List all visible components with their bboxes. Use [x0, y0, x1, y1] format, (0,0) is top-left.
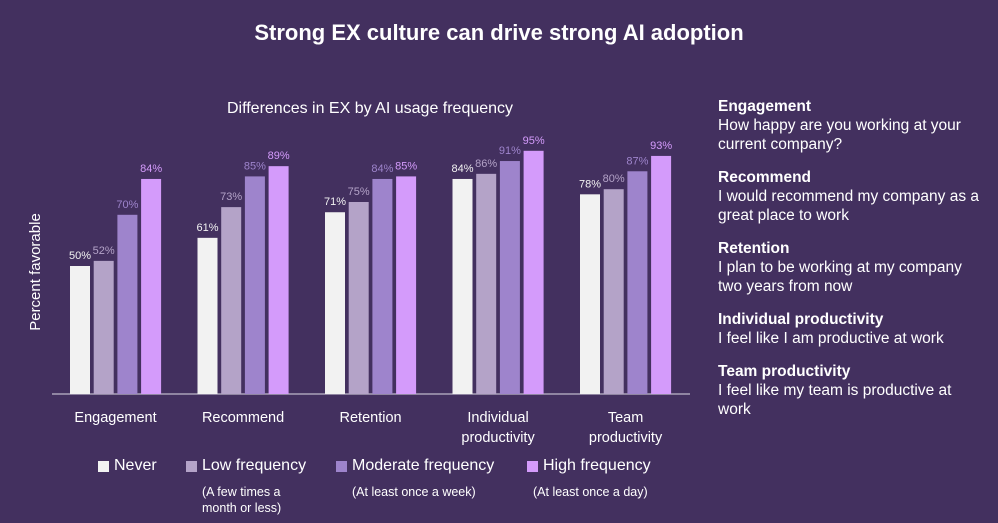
- bar-low-frequency: [476, 173, 497, 394]
- data-label: 84%: [140, 163, 162, 175]
- definition-text: How happy are you working at your curren…: [718, 117, 961, 153]
- legend-label: High frequency: [543, 457, 651, 474]
- bar-moderate-frequency: [499, 161, 520, 394]
- definition-term: Individual productivity: [718, 311, 884, 328]
- definition-item: Engagement How happy are you working at y…: [718, 97, 988, 154]
- bar-high-frequency: [141, 178, 162, 394]
- data-label: 75%: [348, 186, 370, 198]
- bar-high-frequency: [523, 150, 544, 394]
- category-label: Recommend: [202, 410, 284, 426]
- bar-never: [452, 178, 473, 394]
- legend-swatch: [186, 460, 197, 472]
- legend-note: (A few times a month or less): [202, 485, 282, 515]
- bar-low-frequency: [348, 202, 369, 394]
- bar-moderate-frequency: [627, 171, 648, 394]
- definition-text: I feel like my team is productive at wor…: [718, 382, 952, 418]
- bar-moderate-frequency: [244, 176, 265, 394]
- legend-item: Low frequency: [186, 457, 306, 475]
- definition-item: Retention I plan to be working at my comp…: [718, 239, 988, 296]
- legend-swatch: [336, 460, 347, 472]
- data-label: 78%: [579, 178, 601, 190]
- definition-item: Individual productivity I feel like I am …: [718, 310, 988, 348]
- data-label: 70%: [116, 199, 138, 211]
- legend-item: Never: [98, 457, 157, 475]
- data-label: 91%: [499, 145, 521, 157]
- definition-term: Team productivity: [718, 363, 851, 380]
- data-label: 85%: [395, 160, 417, 172]
- category-label: productivity: [589, 430, 663, 446]
- definition-term: Engagement: [718, 98, 812, 115]
- category-label: Individual: [467, 410, 528, 426]
- bar-high-frequency: [268, 166, 289, 394]
- data-label: 84%: [371, 163, 393, 175]
- definition-text: I plan to be working at my company two y…: [718, 259, 962, 295]
- bar-low-frequency: [93, 260, 114, 394]
- data-label: 84%: [451, 163, 473, 175]
- bar-chart: Percent favorable 50% 52% 70% 84% Engagement 6…: [27, 135, 690, 446]
- legend-note: (At least once a week): [352, 485, 476, 499]
- definition-item: Team productivity I feel like my team is …: [718, 362, 988, 419]
- bar-never: [197, 237, 218, 394]
- data-label: 85%: [244, 160, 266, 172]
- y-axis-label: Percent favorable: [27, 213, 44, 331]
- data-label: 86%: [475, 158, 497, 170]
- definition-term: Retention: [718, 240, 790, 257]
- category-label: Team: [608, 410, 643, 426]
- legend: Never Low frequency (A few times a month o…: [0, 457, 700, 523]
- bar-low-frequency: [221, 207, 242, 394]
- legend-item: Moderate frequency: [336, 457, 494, 475]
- legend-label: Low frequency: [202, 457, 307, 474]
- data-label: 52%: [93, 245, 115, 257]
- data-label: 50%: [69, 250, 91, 262]
- data-label: 71%: [324, 196, 346, 208]
- legend-note: (At least once a day): [533, 485, 648, 499]
- bar-low-frequency: [603, 189, 624, 394]
- category-label: Retention: [340, 410, 402, 426]
- definition-text: I feel like I am productive at work: [718, 330, 944, 347]
- data-label: 95%: [523, 135, 545, 147]
- legend-swatch: [527, 460, 538, 472]
- definition-term: Recommend: [718, 169, 812, 186]
- chart-title: Differences in EX by AI usage frequency: [226, 100, 514, 117]
- definition-item: Recommend I would recommend my company as…: [718, 168, 988, 225]
- legend-label: Moderate frequency: [352, 457, 495, 474]
- bar-never: [70, 266, 90, 394]
- data-label: 61%: [196, 222, 218, 234]
- data-label: 89%: [268, 150, 290, 162]
- data-label: 80%: [603, 173, 625, 185]
- bar-never: [580, 194, 600, 394]
- legend-item: High frequency: [527, 457, 651, 475]
- data-label: 93%: [650, 140, 672, 152]
- data-label: 73%: [220, 191, 242, 203]
- legend-swatch: [98, 460, 109, 472]
- bar-moderate-frequency: [372, 178, 393, 394]
- data-label: 87%: [626, 155, 648, 167]
- bar-never: [325, 212, 345, 394]
- definition-text: I would recommend my company as a great …: [718, 188, 980, 224]
- definitions-panel: Engagement How happy are you working at y…: [718, 97, 988, 433]
- bar-high-frequency: [651, 155, 672, 394]
- bar-moderate-frequency: [117, 214, 138, 394]
- category-label: productivity: [461, 430, 535, 446]
- legend-label: Never: [114, 457, 157, 474]
- bar-high-frequency: [396, 176, 417, 394]
- category-label: Engagement: [74, 410, 156, 426]
- page-title: Strong EX culture can drive strong AI ad…: [254, 20, 744, 45]
